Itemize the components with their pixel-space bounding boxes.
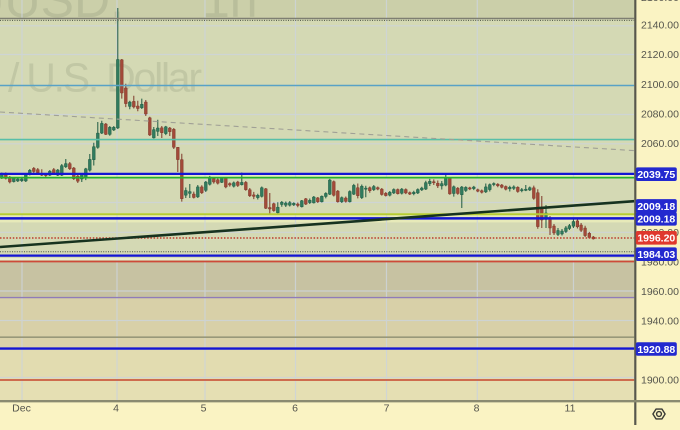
svg-text:2009.18: 2009.18 xyxy=(637,201,675,213)
svg-text:/ U.S. Dollar: / U.S. Dollar xyxy=(8,55,202,101)
svg-text:4: 4 xyxy=(113,403,119,415)
svg-text:1h: 1h xyxy=(202,0,258,28)
svg-text:1920.88: 1920.88 xyxy=(637,344,675,356)
svg-text:2100.00: 2100.00 xyxy=(641,79,679,91)
svg-text:XAUUSD,: XAUUSD, xyxy=(0,0,124,28)
svg-text:6: 6 xyxy=(292,403,298,415)
svg-text:Dec: Dec xyxy=(12,403,31,415)
svg-text:11: 11 xyxy=(565,403,576,415)
svg-text:2060.00: 2060.00 xyxy=(641,138,679,150)
svg-text:1984.03: 1984.03 xyxy=(637,249,675,261)
svg-text:2160.00: 2160.00 xyxy=(641,0,679,4)
svg-text:2120.00: 2120.00 xyxy=(641,49,679,61)
svg-text:1900.00: 1900.00 xyxy=(641,374,679,386)
svg-text:2039.75: 2039.75 xyxy=(637,169,675,181)
svg-text:1996.20: 1996.20 xyxy=(637,233,675,245)
svg-text:1940.00: 1940.00 xyxy=(641,315,679,327)
svg-text:7: 7 xyxy=(384,403,390,415)
svg-text:5: 5 xyxy=(201,403,207,415)
svg-text:1960.00: 1960.00 xyxy=(641,286,679,298)
svg-text:2140.00: 2140.00 xyxy=(641,20,679,32)
svg-text:2080.00: 2080.00 xyxy=(641,108,679,120)
svg-text:8: 8 xyxy=(474,403,480,415)
svg-text:2009.18: 2009.18 xyxy=(637,214,675,226)
